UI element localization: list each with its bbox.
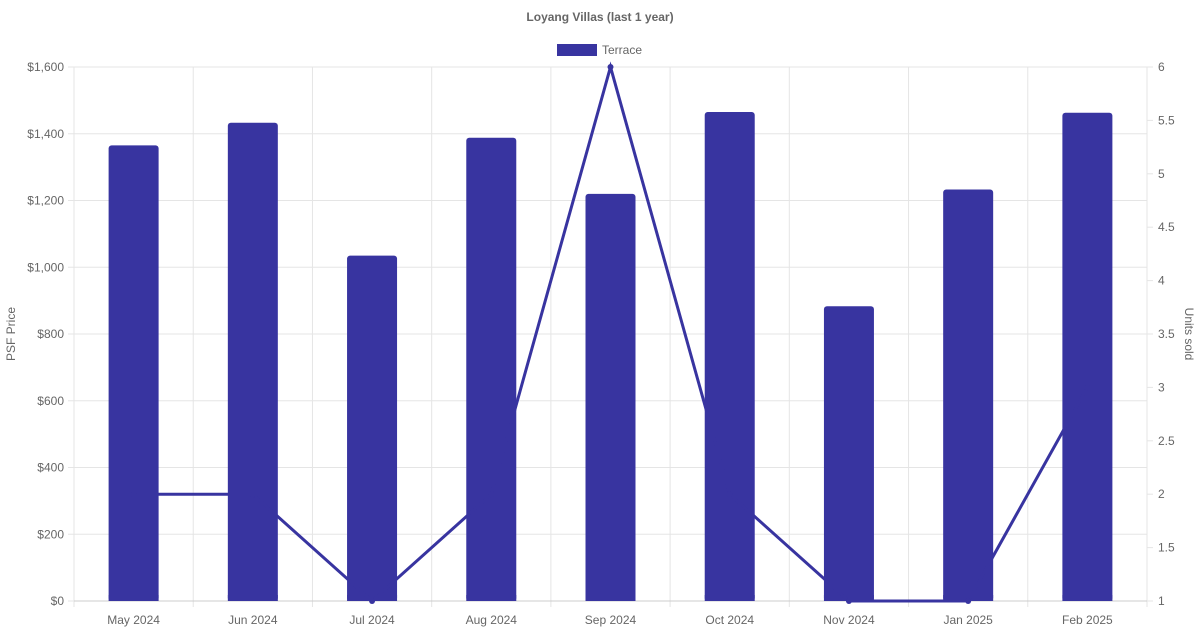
bar[interactable] [704, 112, 755, 602]
line-point[interactable] [1084, 384, 1091, 391]
bar[interactable] [585, 193, 636, 601]
bar-base [585, 595, 636, 601]
bar-base [1062, 595, 1113, 601]
x-tick-label: Jan 2025 [943, 613, 993, 627]
y2-tick-label: 4.5 [1158, 220, 1175, 234]
x-tick-label: Oct 2024 [705, 613, 754, 627]
y2-tick-label: 6 [1158, 60, 1165, 74]
line-point[interactable] [726, 491, 733, 498]
y2-tick-label: 1.5 [1158, 541, 1175, 555]
left-axis-ticks: $0 $200 $400 $600 $800 $1,000 $1,200 $1,400 $1,6… [27, 60, 64, 608]
bar-base [704, 595, 755, 601]
y2-axis-label: Units sold [1182, 308, 1196, 361]
legend-swatch [557, 44, 597, 56]
x-tick-label: Feb 2025 [1062, 613, 1113, 627]
x-axis-ticks: May 2024 Jun 2024 Jul 2024 Aug 2024 Sep 2024… [107, 613, 1113, 627]
bar[interactable] [466, 137, 517, 601]
y-tick-label: $400 [37, 461, 64, 475]
y2-tick-label: 5 [1158, 167, 1165, 181]
line-point[interactable] [965, 598, 972, 604]
legend[interactable]: Terrace [557, 43, 642, 57]
y2-tick-label: 3.5 [1158, 327, 1175, 341]
bar[interactable] [823, 306, 874, 601]
bars [108, 112, 1113, 602]
bar-base [466, 595, 517, 601]
line-point[interactable] [130, 491, 137, 498]
bar-base [108, 595, 159, 601]
bar[interactable] [108, 145, 159, 601]
y2-tick-label: 3 [1158, 380, 1165, 394]
line-point[interactable] [369, 598, 376, 604]
line-point[interactable] [607, 64, 614, 70]
legend-label: Terrace [602, 43, 642, 57]
y-axis-label: PSF Price [4, 307, 18, 361]
line-point[interactable] [488, 491, 495, 498]
bar[interactable] [1062, 112, 1113, 601]
bar-base [227, 595, 278, 601]
x-tick-label: Jul 2024 [349, 613, 395, 627]
x-tick-label: Aug 2024 [466, 613, 518, 627]
y2-tick-label: 4 [1158, 274, 1165, 288]
y2-tick-label: 1 [1158, 594, 1165, 608]
x-tick-label: Nov 2024 [823, 613, 875, 627]
line-point[interactable] [845, 598, 852, 604]
y-tick-label: $1,000 [27, 260, 64, 274]
y-tick-label: $1,400 [27, 127, 64, 141]
y-tick-label: $800 [37, 327, 64, 341]
x-tick-label: Jun 2024 [228, 613, 278, 627]
y2-tick-label: 5.5 [1158, 113, 1175, 127]
y2-tick-label: 2 [1158, 487, 1165, 501]
y-tick-label: $1,200 [27, 194, 64, 208]
chart-title: Loyang Villas (last 1 year) [526, 10, 673, 24]
bar[interactable] [943, 189, 994, 601]
y2-tick-label: 2.5 [1158, 434, 1175, 448]
x-tick-label: May 2024 [107, 613, 160, 627]
y-tick-label: $0 [51, 594, 65, 608]
line-point[interactable] [249, 491, 256, 498]
units-sold-line [130, 61, 1091, 604]
x-tick-label: Sep 2024 [585, 613, 637, 627]
bar[interactable] [227, 122, 278, 601]
y-tick-label: $1,600 [27, 60, 64, 74]
y-tick-label: $200 [37, 527, 64, 541]
bar[interactable] [347, 255, 398, 601]
y-tick-label: $600 [37, 394, 64, 408]
right-axis-ticks: 1 1.5 2 2.5 3 3.5 4 4.5 5 5.5 6 [1158, 60, 1175, 608]
